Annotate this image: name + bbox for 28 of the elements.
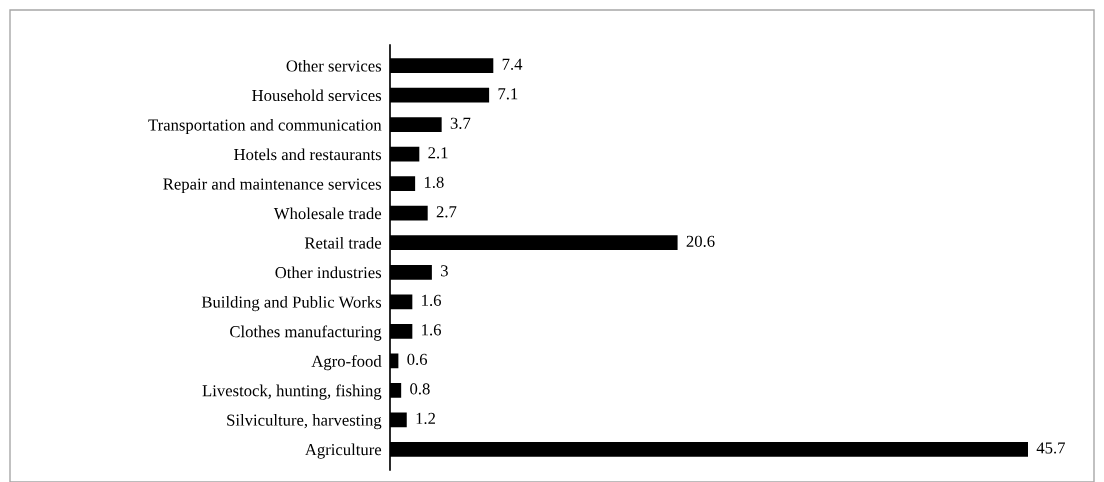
y-tick-label: Repair and maintenance services — [163, 177, 382, 194]
y-tick-label: Clothes manufacturing — [230, 325, 382, 341]
data-label: 7.4 — [502, 58, 523, 70]
y-tick-label: Transportation and communication — [148, 118, 382, 135]
y-tick-label: Hotels and restaurants — [234, 148, 382, 161]
y-tick-label: Agriculture — [305, 443, 382, 459]
data-label: 3.7 — [450, 117, 471, 129]
data-label: 20.6 — [686, 235, 715, 247]
y-tick-label: Wholesale trade — [273, 207, 382, 220]
y-tick-label: Silviculture, harvesting — [227, 414, 382, 430]
data-label: 0.6 — [407, 353, 428, 366]
y-tick-label: Household services — [252, 89, 382, 102]
data-label: 1.6 — [422, 294, 442, 307]
y-tick-label: Retail trade — [304, 236, 382, 249]
y-tick-label: Other industries — [275, 266, 382, 279]
data-label: 45.7 — [1036, 442, 1066, 454]
data-label: 1.2 — [416, 412, 435, 425]
data-label: 3 — [441, 265, 448, 277]
y-tick-label: Livestock, hunting, fishing — [202, 384, 382, 400]
y-tick-label: Building and Public Works — [201, 295, 382, 312]
data-label: 1.6 — [422, 324, 442, 336]
y-tick-label: Other services — [286, 59, 382, 72]
data-label: 1.8 — [424, 176, 444, 188]
data-label: 0.8 — [410, 383, 430, 395]
data-label: 2.7 — [436, 206, 457, 218]
data-label: 2.1 — [428, 147, 448, 159]
data-label: 7.1 — [498, 88, 518, 100]
y-tick-label: Agro-food — [311, 354, 382, 371]
